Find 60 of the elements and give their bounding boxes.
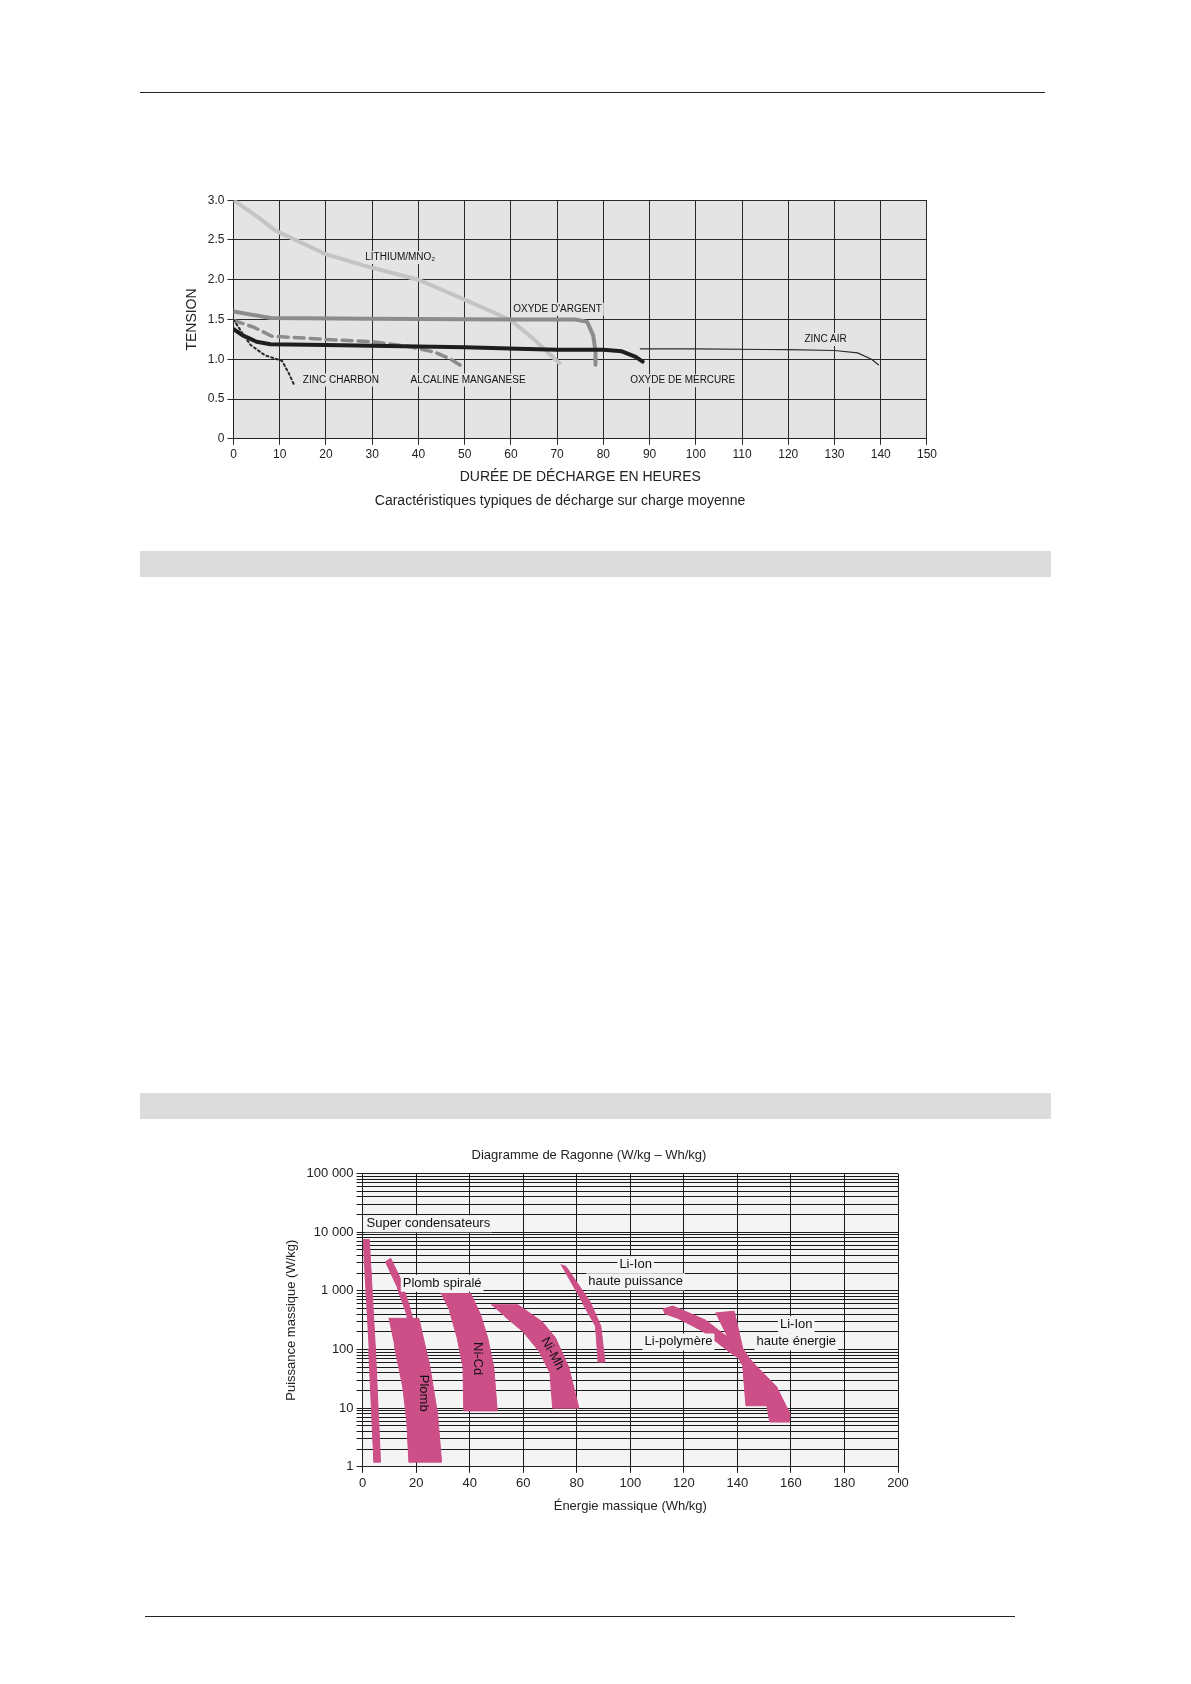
- x-tick-label: 100: [685, 447, 707, 462]
- y-tick-label: 100: [331, 1341, 354, 1357]
- x-tick-label: 60: [515, 1475, 531, 1491]
- x-tick-label: 150: [916, 447, 938, 462]
- x-tick-label: 160: [780, 1475, 802, 1491]
- series-label: OXYDE DE MERCURE: [630, 374, 736, 386]
- y-tick-label: 1.5: [207, 311, 225, 326]
- series-label: Li-polymère: [644, 1333, 713, 1349]
- y-axis-title: TENSION: [183, 288, 200, 351]
- y-axis-title: Puissance massique (W/kg): [283, 1239, 299, 1401]
- y-tick-label: 1: [346, 1458, 354, 1474]
- text: Caractéristiques typiques de décharge sur charge moyenne: [373, 492, 747, 508]
- x-tick-label: 90: [642, 447, 657, 462]
- series-label: Ni-Cd: [470, 1341, 486, 1376]
- series-label: Li-Ion haute énergie: [756, 1316, 837, 1349]
- y-tick-label: 3.0: [207, 192, 225, 207]
- series-label: ZINC AIR: [804, 333, 847, 345]
- series-label: Plomb: [416, 1374, 432, 1412]
- x-axis-title: Énergie massique (Wh/kg): [553, 1497, 707, 1513]
- x-tick-label: 40: [462, 1475, 477, 1491]
- x-tick-label: 80: [569, 1475, 584, 1491]
- x-tick-label: 70: [550, 447, 565, 462]
- x-tick-label: 120: [672, 1475, 695, 1491]
- y-tick-label: 10 000: [313, 1223, 354, 1239]
- series-label: Li-Ion haute puissance: [588, 1256, 683, 1289]
- x-tick-label: 10: [273, 447, 287, 462]
- y-tick-label: 0: [217, 431, 225, 446]
- series-label: LITHIUM/MNO₂: [365, 251, 436, 263]
- series-label: ZINC CHARBON: [302, 373, 379, 385]
- x-axis-title: DURÉE DE DÉCHARGE EN HEURES: [459, 468, 701, 485]
- x-tick-label: 80: [596, 447, 611, 462]
- x-tick-label: 110: [732, 447, 752, 462]
- x-tick-label: 130: [824, 447, 845, 462]
- x-tick-label: 50: [457, 447, 472, 462]
- x-tick-label: 140: [726, 1475, 749, 1491]
- y-tick-label: 2.0: [207, 272, 225, 287]
- x-tick-label: 20: [408, 1475, 424, 1491]
- series-label: ALCALINE MANGANESE: [410, 373, 526, 385]
- series-label: Plomb spiralé: [402, 1274, 482, 1290]
- x-tick-label: 0: [230, 447, 238, 462]
- x-tick-label: 140: [870, 447, 892, 462]
- series-label: Ni-Mh: [538, 1334, 568, 1373]
- y-tick-label: 10: [339, 1399, 354, 1415]
- series-label: Super condensateurs: [366, 1215, 491, 1231]
- x-tick-label: 120: [778, 447, 799, 462]
- x-tick-label: 200: [887, 1475, 909, 1491]
- x-tick-label: 40: [411, 447, 426, 462]
- series-label: OXYDE D'ARGENT: [513, 302, 602, 314]
- x-tick-label: 60: [504, 447, 518, 462]
- y-tick-label: 100 000: [306, 1165, 354, 1181]
- x-tick-label: 20: [319, 447, 333, 462]
- x-tick-label: 30: [365, 447, 380, 462]
- y-tick-label: 1 000: [321, 1282, 354, 1298]
- y-tick-label: 0.5: [207, 391, 225, 406]
- y-tick-label: 2.5: [207, 232, 225, 247]
- x-tick-label: 180: [833, 1475, 856, 1491]
- x-tick-label: 100: [619, 1475, 642, 1491]
- x-tick-label: 0: [358, 1475, 367, 1491]
- y-tick-label: 1.0: [207, 351, 225, 366]
- chart-title: Diagramme de Ragonne (W/kg – Wh/kg): [471, 1147, 707, 1163]
